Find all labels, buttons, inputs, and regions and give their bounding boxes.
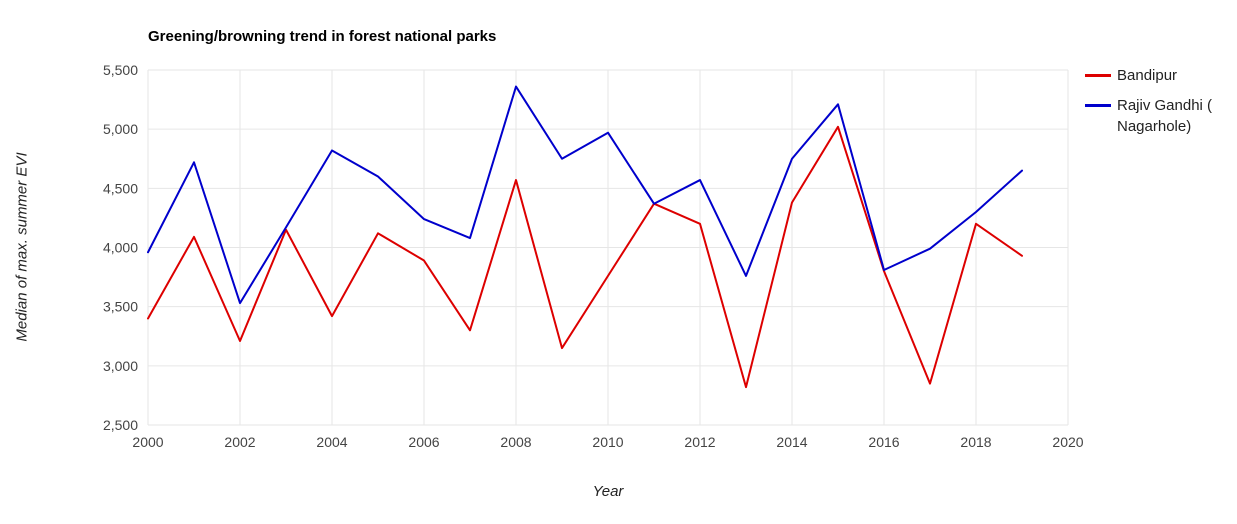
x-tick-label: 2012 — [684, 434, 715, 450]
y-tick-label: 5,500 — [103, 62, 138, 78]
x-tick-label: 2004 — [316, 434, 347, 450]
y-tick-label: 3,500 — [103, 299, 138, 315]
x-tick-label: 2002 — [224, 434, 255, 450]
y-tick-label: 2,500 — [103, 417, 138, 433]
series-line-rajiv-gandhi-nagarhole- — [147, 85, 1023, 305]
x-tick-label: 2014 — [776, 434, 807, 450]
x-tick-label: 2010 — [592, 434, 623, 450]
legend-label-rajiv-gandhi: Rajiv Gandhi ( Nagarhole) — [1117, 97, 1213, 135]
series-line-bandipur — [147, 125, 1023, 389]
legend-item-rajiv-gandhi: Rajiv Gandhi ( Nagarhole) — [1085, 96, 1235, 137]
x-tick-label: 2006 — [408, 434, 439, 450]
x-tick-label: 2018 — [960, 434, 991, 450]
x-tick-label: 2000 — [132, 434, 163, 450]
y-tick-label: 4,000 — [103, 240, 138, 256]
legend: Bandipur Rajiv Gandhi ( Nagarhole) — [1085, 66, 1235, 137]
x-tick-label: 2020 — [1052, 434, 1083, 450]
x-axis-title: Year — [592, 483, 624, 500]
legend-swatch-bandipur-icon — [1085, 74, 1111, 77]
legend-swatch-rajiv-gandhi-icon — [1085, 104, 1111, 108]
x-tick-label: 2016 — [868, 434, 899, 450]
y-tick-label: 3,000 — [103, 358, 138, 374]
chart-title: Greening/browning trend in forest nation… — [148, 28, 497, 45]
y-tick-label: 4,500 — [103, 180, 138, 196]
x-tick-label: 2008 — [500, 434, 531, 450]
legend-item-bandipur: Bandipur — [1085, 66, 1235, 86]
y-tick-label: 5,000 — [103, 121, 138, 137]
legend-label-bandipur: Bandipur — [1117, 67, 1178, 84]
